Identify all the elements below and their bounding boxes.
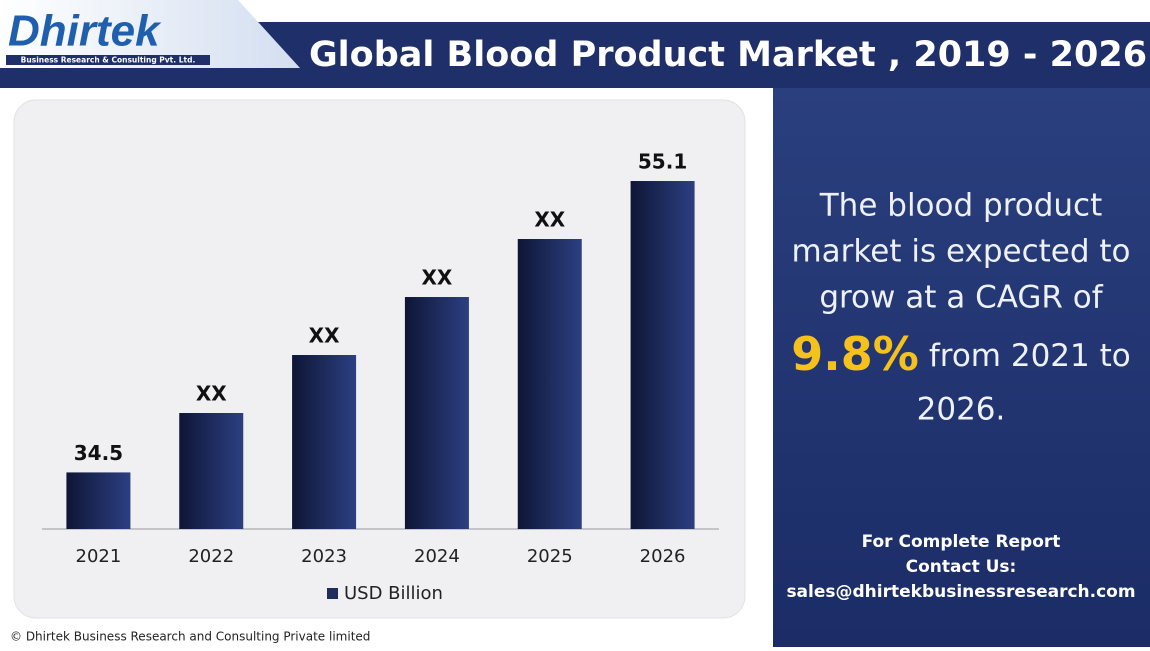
x-tick-label: 2026 — [640, 546, 686, 567]
title: Global Blood Product Market , 2019 - 202… — [309, 35, 1147, 75]
x-tick-label: 2023 — [301, 546, 347, 567]
x-tick-label: 2025 — [527, 546, 573, 567]
logo-tagline-bg — [6, 55, 210, 65]
data-label: XX — [196, 382, 227, 406]
x-tick-label: 2022 — [188, 546, 234, 567]
side-text: The blood product — [819, 188, 1103, 224]
contact-text: Contact Us: — [906, 557, 1017, 577]
legend-swatch — [327, 588, 338, 599]
logo-name: Dhirtek — [8, 7, 162, 56]
bar — [66, 472, 131, 529]
legend-label: USD Billion — [344, 583, 443, 604]
bar — [404, 297, 469, 529]
bar — [292, 355, 357, 529]
data-label: 34.5 — [74, 441, 123, 465]
x-tick-label: 2021 — [76, 546, 122, 567]
contact-text: For Complete Report — [862, 532, 1061, 552]
side-highlight-line: 9.8% from 2021 to — [791, 327, 1130, 381]
cagr-highlight: 9.8% — [791, 327, 919, 381]
footer: © Dhirtek Business Research and Consulti… — [10, 630, 370, 644]
bar — [630, 181, 695, 529]
bar — [517, 239, 582, 529]
bar — [179, 413, 244, 529]
data-label: XX — [421, 266, 452, 290]
data-label: XX — [534, 208, 565, 232]
side-panel — [773, 88, 1150, 647]
x-tick-label: 2024 — [414, 546, 460, 567]
side-text: from 2021 to — [929, 338, 1131, 374]
data-label: XX — [309, 324, 340, 348]
contact-email[interactable]: sales@dhirtekbusinessresearch.com — [786, 582, 1135, 602]
side-text: grow at a CAGR of — [819, 280, 1103, 316]
logo-panel — [0, 0, 300, 68]
logo-tagline: Business Research & Consulting Pvt. Ltd. — [21, 56, 196, 65]
data-label: 55.1 — [638, 150, 687, 174]
side-text: market is expected to — [791, 234, 1130, 270]
side-text: 2026. — [917, 392, 1006, 428]
